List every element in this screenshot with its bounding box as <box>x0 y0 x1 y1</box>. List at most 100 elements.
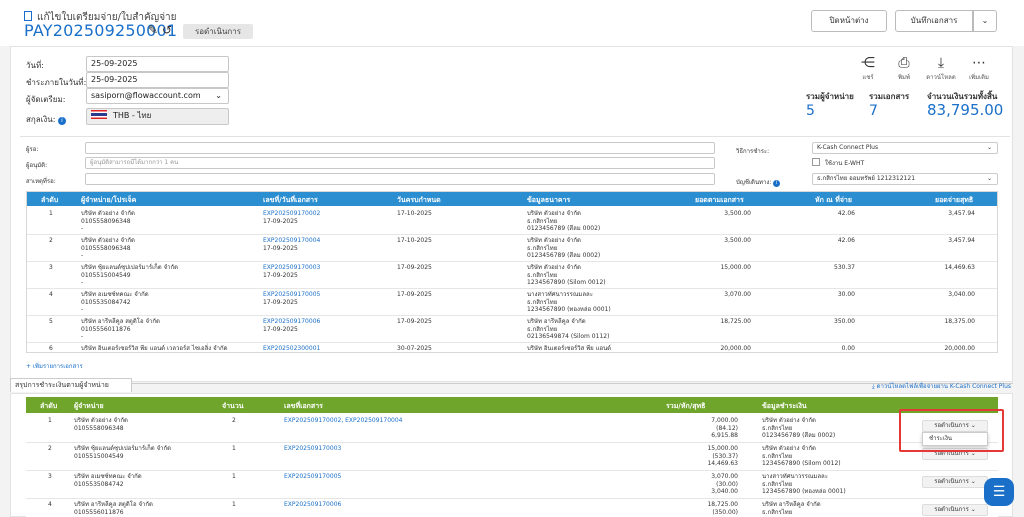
cell-text: 1234567890 (ทองหล่อ 0001) <box>527 306 611 313</box>
more-button[interactable]: ⋯ เพิ่มเติม <box>962 54 996 82</box>
document-link[interactable]: EXP202509170003 <box>263 264 321 271</box>
status-badge: รอดำเนินการ <box>183 24 253 39</box>
currency-field: THB - ไทย <box>86 108 229 125</box>
cell-text[interactable]: EXP202509170003 <box>284 445 342 452</box>
cell-text[interactable]: EXP202509170002, EXP202509170004 <box>284 417 403 424</box>
document-links[interactable]: EXP202509170006 <box>284 501 341 509</box>
table-cell: บริษัท อเมซซ์ทคณะ จำกัด 0105535084742 <box>74 473 142 488</box>
currency-label: สกุลเงิน: i <box>26 113 66 126</box>
document-links[interactable]: EXP202509170003 <box>284 445 341 453</box>
payment-status-select[interactable]: รอดำเนินการ ⌄ <box>922 420 988 432</box>
cell-text: ธ.กสิกรไทย <box>762 508 793 516</box>
add-document-link[interactable]: + เพิ่มรายการเอกสาร <box>26 363 83 370</box>
docs-total-value: 7 <box>869 103 878 119</box>
save-document-button[interactable]: บันทึกเอกสาร <box>895 10 973 32</box>
date-input[interactable]: 25-09-2025 <box>86 56 229 72</box>
totals-cell: 15,000.00 (530.37) 14,469.63 <box>707 445 738 468</box>
cell-text: 17-09-2025 <box>397 318 432 325</box>
share-icon: ⋲ <box>861 55 875 71</box>
info-icon[interactable]: i <box>773 180 781 187</box>
reason-input[interactable] <box>85 173 715 185</box>
more-icon: ⋯ <box>972 55 986 71</box>
table-cell: 3 <box>48 473 52 481</box>
chat-icon[interactable]: ☰ <box>984 478 1014 506</box>
col-no: ลำดับ <box>41 196 59 204</box>
table-cell: 1 <box>232 473 236 481</box>
document-link[interactable]: EXP202509170005 <box>263 291 321 298</box>
row-divider <box>26 498 998 499</box>
table-cell: บริษัท ซุ้ยแลนด์ซุปเปอร์มาร์เก็ต จำกัด 01… <box>81 264 178 287</box>
document-link[interactable]: EXP202502300001 <box>263 345 321 352</box>
amount-cell: 0.00 <box>841 345 855 352</box>
document-link[interactable]: EXP202509170002 <box>263 210 321 217</box>
download-button[interactable]: ⤓ ดาวน์โหลด <box>924 54 958 82</box>
page-subtitle: แก้ไขใบเตรียมจ่าย/ใบสำคัญจ่าย <box>24 10 177 25</box>
table-cell: 2 <box>48 445 52 453</box>
totals-cell: 3,070.00 (30.00) 3,040.00 <box>711 473 738 496</box>
table-cell: 1 <box>49 210 53 218</box>
cell-text: บริษัท อินเตอร์เซอร์วิส พีย แอนด์ <box>527 345 612 352</box>
approver-input[interactable]: ผู้อนุมัติสามารถมีได้มากกว่า 1 คน <box>85 157 715 169</box>
col-wht: หัก ณ ที่จ่าย <box>815 196 852 204</box>
bank-account-select[interactable]: ธ.กสิกรไทย ออมทรัพย์ 1212312121 ⌄ <box>812 173 998 185</box>
print-button[interactable]: ⎙ พิมพ์ <box>887 54 921 82</box>
payment-info-cell: บริษัท ตัวอย่าง จำกัด ธ.กสิกรไทย 123456789… <box>762 445 841 468</box>
cell-text: 0105515004549 <box>81 271 131 279</box>
cell-text: - <box>81 225 84 232</box>
cell-text[interactable]: EXP202509170005 <box>284 473 342 480</box>
document-links[interactable]: EXP202509170002, EXP202509170004 <box>284 417 402 425</box>
cell-text: 17-09-2025 <box>263 298 298 306</box>
info-icon[interactable]: i <box>57 117 66 125</box>
col-doc: เลขที่/วันที่เอกสาร <box>263 196 318 204</box>
amount-cell: 42.06 <box>837 237 855 244</box>
document-links[interactable]: EXP202509170005 <box>284 473 341 481</box>
cell-text: ธ.กสิกรไทย <box>762 424 793 432</box>
table-cell: 2 <box>232 417 236 425</box>
summary-header <box>26 397 998 413</box>
cell-text: 1 <box>232 445 236 452</box>
share-button[interactable]: ⋲ แชร์ <box>851 54 885 82</box>
preparer-select[interactable]: sasiporn@flowaccount.com ⌄ <box>86 88 229 104</box>
document-link[interactable]: EXP202509170004 <box>263 237 321 244</box>
waiting-input[interactable] <box>85 142 715 154</box>
table-cell: EXP202509170002 17-09-2025 <box>263 210 320 225</box>
payment-status-select[interactable]: รอดำเนินการ ⌄ <box>922 504 988 516</box>
cell-text: ธ.กสิกรไทย <box>762 480 793 488</box>
table-cell: นางสาวทัศนาวรรณมลละ ธ.กสิกรไทย 1234567890 … <box>527 291 611 314</box>
status-option-paid[interactable]: ชำระเงิน <box>922 432 988 446</box>
edit-icon[interactable]: ✎ <box>148 23 159 37</box>
cell-text: 17-09-2025 <box>397 264 432 271</box>
date-label: วันที่: <box>26 61 44 70</box>
save-dropdown-toggle[interactable]: ⌄ <box>973 10 997 32</box>
kcash-download-link[interactable]: ⤓ ดาวน์โหลดไฟล์เพื่อจ่ายผ่าน K-Cash Conn… <box>872 383 1011 390</box>
table-cell: EXP202502300001 <box>263 345 321 352</box>
amount-cell: 15,000.00 <box>720 264 751 271</box>
cell-text: 0105558096348 <box>81 244 131 252</box>
cell-text: 17-09-2025 <box>263 244 298 252</box>
cell-text: 0105515004549 <box>74 452 124 460</box>
docs-total-label: รวมเอกสาร <box>869 92 910 101</box>
row-divider <box>26 442 998 443</box>
tab-vendor-summary[interactable]: สรุปการชำระเงินตามผู้จำหน่าย <box>10 378 132 392</box>
top-header: แก้ไขใบเตรียมจ่าย/ใบสำคัญจ่าย PAY2025092… <box>0 0 1024 46</box>
cell-text[interactable]: EXP202509170006 <box>284 501 342 508</box>
cell-text: บริษัท ซุ้ยแลนด์ซุปเปอร์มาร์เก็ต จำกัด <box>74 445 171 452</box>
close-window-button[interactable]: ปิดหน้าต่าง <box>811 10 887 32</box>
table-cell: บริษัท อินเตอร์เซอร์วิส พีย แอนด์ เวลวอร… <box>81 345 228 352</box>
amount-cell: 30.00 <box>837 291 855 298</box>
col-vendor: ผู้จำหน่าย/โปรเจ็ค <box>81 196 137 204</box>
history-icon[interactable]: ↺ <box>162 23 173 37</box>
cell-text: 4 <box>48 501 52 508</box>
ewht-checkbox[interactable] <box>812 158 820 166</box>
cell-text: บริษัท อารีหลีคูล สตูดิโอ จำกัด <box>74 501 153 508</box>
waiting-label: ผู้รอ: <box>26 146 39 153</box>
col-docs: เลขที่เอกสาร <box>284 402 323 410</box>
table-cell: EXP202509170004 17-09-2025 <box>263 237 320 252</box>
pay-date-input[interactable]: 25-09-2025 <box>86 72 229 88</box>
payment-info-cell: นางสาวทัศนาวรรณมลละ ธ.กสิกรไทย 1234567890 … <box>762 473 846 496</box>
payment-status-select[interactable]: รอดำเนินการ ⌄ <box>922 476 988 488</box>
document-link[interactable]: EXP202509170006 <box>263 318 321 325</box>
col-bank: ข้อมูลธนาคาร <box>527 196 571 204</box>
payment-method-select[interactable]: K-Cash Connect Plus ⌄ <box>812 142 998 154</box>
table-cell: EXP202509170003 17-09-2025 <box>263 264 320 279</box>
